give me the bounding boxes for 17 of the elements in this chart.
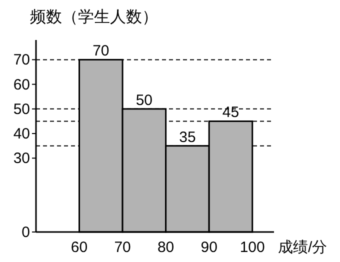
y-tick-label: 0 xyxy=(22,224,30,241)
x-tick-label: 80 xyxy=(157,239,174,256)
x-axis-title: 成绩/分 xyxy=(278,239,328,256)
x-tick-label: 90 xyxy=(200,239,218,256)
x-tick-label: 70 xyxy=(114,239,131,256)
data-label: 35 xyxy=(179,128,196,146)
y-tick-label: 70 xyxy=(13,52,30,69)
y-axis-title: 频数（学生人数） xyxy=(30,8,158,26)
data-label: 45 xyxy=(222,104,240,122)
y-tick-label: 30 xyxy=(13,150,30,168)
data-label: 70 xyxy=(92,42,110,60)
y-tick-label: 40 xyxy=(13,126,30,143)
data-label: 50 xyxy=(136,92,153,109)
x-tick-label: 60 xyxy=(70,239,88,256)
y-tick-label: 60 xyxy=(13,76,30,94)
y-tick-label: 50 xyxy=(13,100,30,118)
x-tick-label: 100 xyxy=(240,239,265,256)
